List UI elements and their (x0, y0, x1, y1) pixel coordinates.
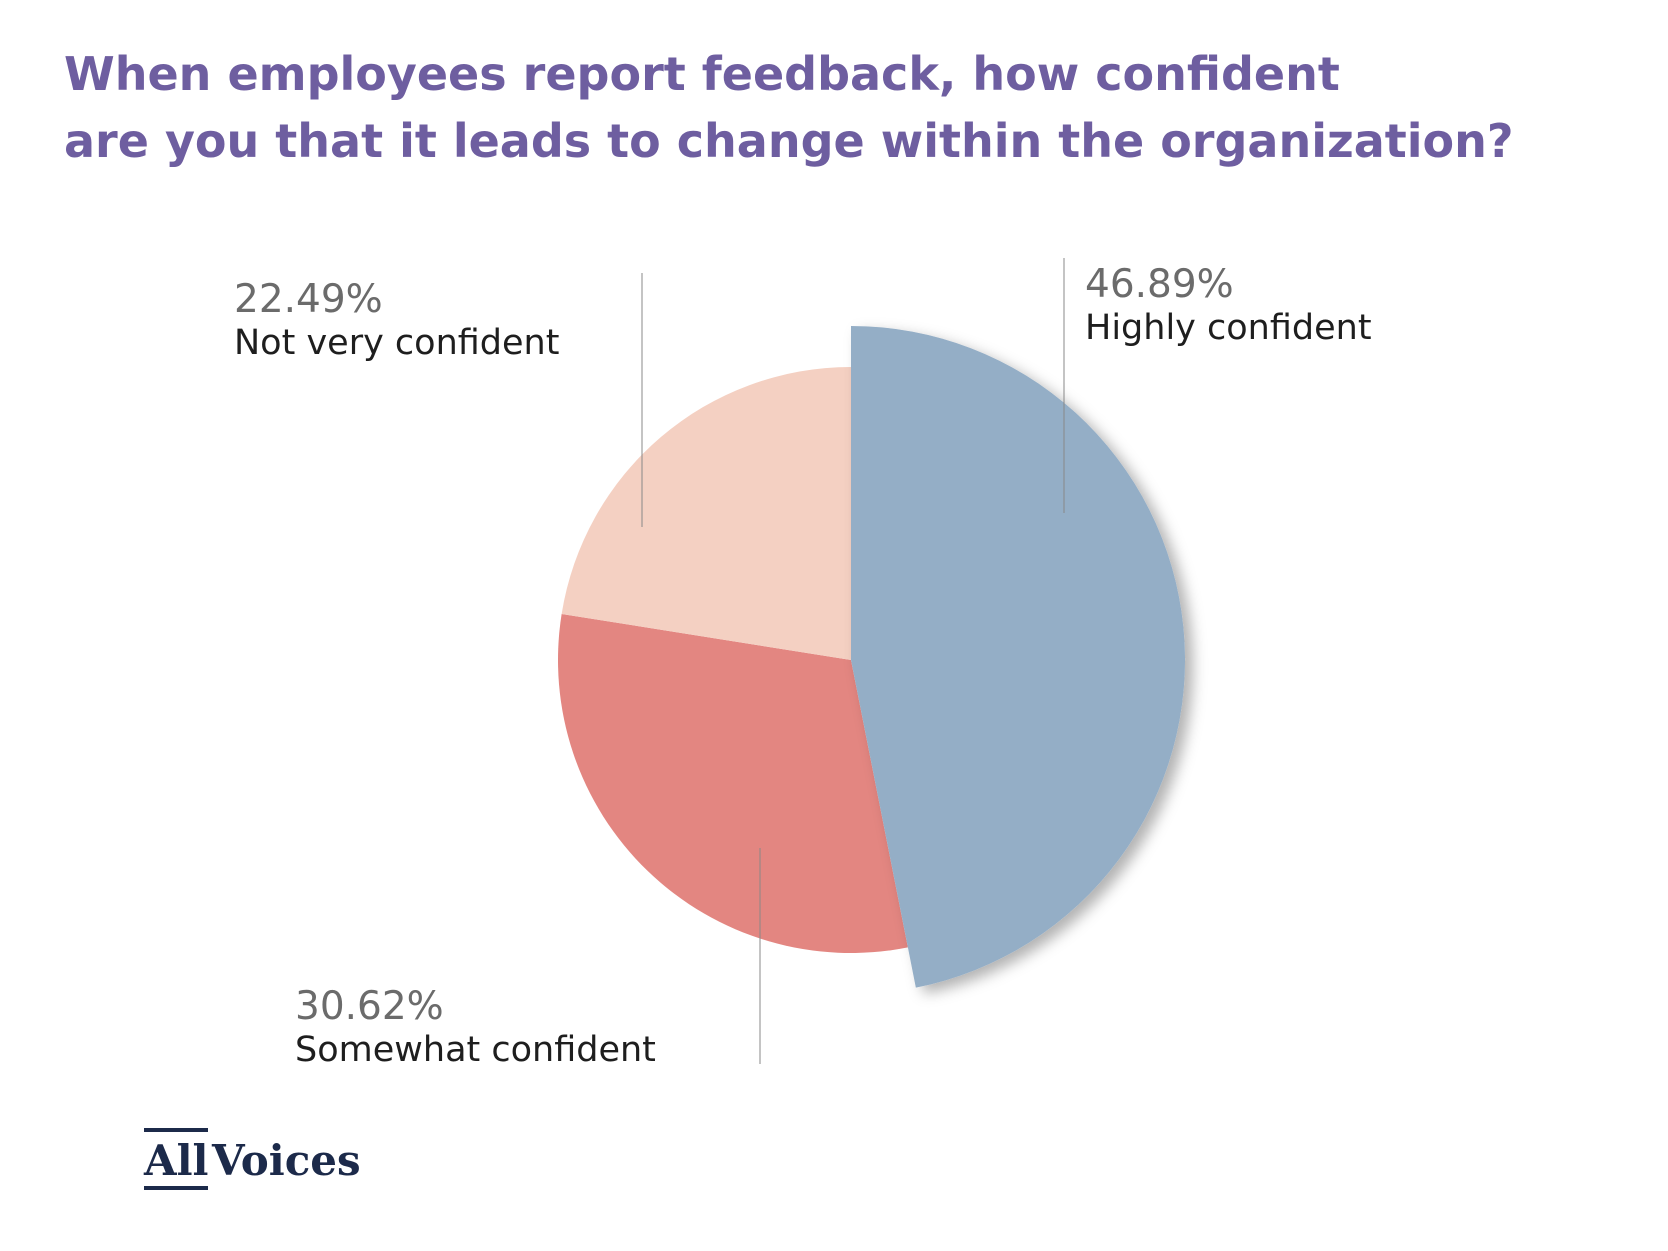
value-label: 30.62% (295, 984, 444, 1029)
chart-title: are you that it leads to change within t… (64, 114, 1514, 168)
pie-slice (851, 325, 1186, 988)
logo-bar (144, 1128, 208, 1132)
chart-title: When employees report feedback, how conf… (64, 47, 1340, 101)
category-label: Highly confident (1085, 308, 1372, 348)
category-label: Not very confident (234, 323, 559, 363)
category-label: Somewhat confident (295, 1030, 656, 1070)
value-label: 22.49% (234, 277, 383, 322)
pie-slice (558, 613, 908, 953)
pie (558, 325, 1186, 988)
logo: All Voices (143, 1128, 361, 1190)
logo-bar (144, 1186, 208, 1190)
pie-slice (561, 367, 851, 660)
logo-text: Voices (211, 1136, 361, 1185)
labels: 46.89%Highly confident 30.62%Somewhat con… (234, 258, 1372, 1070)
value-label: 46.89% (1085, 262, 1234, 307)
logo-text: All (143, 1136, 209, 1185)
